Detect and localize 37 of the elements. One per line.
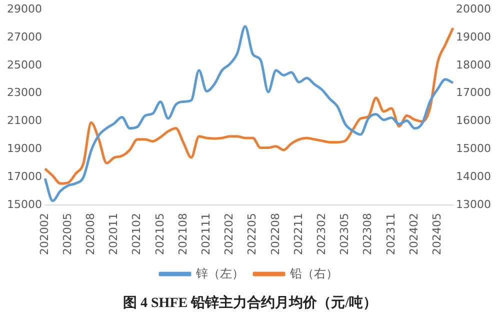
- x-tick-label: 202305: [338, 213, 352, 256]
- y2-tick-label: 13000: [456, 198, 492, 211]
- legend-label: 锌（左）: [195, 266, 244, 280]
- y2-tick-label: 20000: [456, 2, 492, 16]
- x-tick-label: 202111: [200, 213, 213, 256]
- x-tick-label: 202008: [84, 213, 98, 256]
- x-tick-label: 202311: [384, 213, 398, 256]
- y2-tick-label: 15000: [456, 142, 492, 156]
- x-tick-label: 202105: [153, 213, 166, 256]
- y-tick-label: 17000: [6, 170, 42, 183]
- x-tick-label: 202402: [407, 213, 420, 256]
- y-tick-label: 23000: [6, 86, 42, 100]
- x-tick-label: 202205: [246, 213, 259, 256]
- y2-tick-label: 18000: [456, 58, 492, 72]
- y-tick-label: 21000: [6, 114, 42, 128]
- x-tick-label: 202208: [268, 213, 282, 256]
- x-tick-label: 202308: [361, 213, 374, 256]
- x-tick-label: 202202: [222, 213, 236, 256]
- y2-tick-label: 19000: [456, 30, 492, 44]
- y-tick-label: 27000: [6, 30, 42, 44]
- x-tick-label: 202302: [314, 213, 328, 256]
- y-tick-label: 19000: [6, 142, 42, 156]
- y2-tick-label: 17000: [456, 86, 492, 100]
- x-tick-label: 202211: [292, 213, 305, 256]
- legend-label: 铅（右）: [289, 266, 338, 280]
- x-tick-label: 202102: [130, 213, 144, 256]
- y2-tick-label: 14000: [456, 170, 492, 183]
- x-tick-label: 202405: [430, 213, 444, 256]
- y-tick-label: 25000: [6, 58, 42, 72]
- y2-tick-label: 16000: [456, 114, 492, 128]
- y-tick-label: 15000: [6, 198, 42, 211]
- x-tick-label: 202108: [176, 213, 190, 256]
- y-tick-label: 29000: [6, 2, 42, 16]
- caption: 图 4 SHFE 铅锌主力合约月均价（元/吨）: [122, 294, 378, 312]
- x-tick-label: 202011: [107, 213, 120, 256]
- x-tick-label: 202002: [38, 213, 51, 256]
- x-tick-label: 202005: [60, 213, 74, 256]
